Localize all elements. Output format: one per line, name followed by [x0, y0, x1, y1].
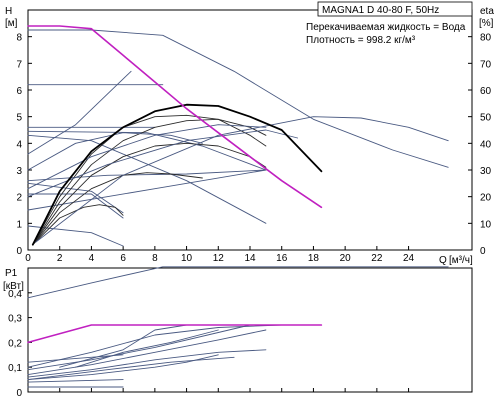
y2-tick-label: 60: [480, 86, 492, 97]
power-chart-power-curve-0: [27, 266, 449, 299]
power-chart-power-max-curve-12: [27, 324, 323, 344]
head-chart-eta-curve-18: [27, 132, 203, 171]
y2-axis-unit: [%]: [479, 18, 494, 29]
x-tick-label: 18: [308, 253, 320, 264]
note-liquid: Перекачиваемая жидкость = Вода: [306, 22, 466, 33]
head-chart-head-curve-4: [27, 134, 267, 224]
head-chart-eta-curve-11: [32, 114, 267, 246]
note-density: Плотность = 998.2 кг/м³: [306, 35, 416, 46]
power-chart-power-curve-9: [59, 324, 188, 368]
head-chart-eta-curve-15: [32, 204, 124, 246]
head-chart-head-curve-10: [27, 182, 124, 214]
power-chart-power-curve-11: [27, 356, 235, 381]
y2-tick-label: 0: [480, 246, 486, 257]
power-chart-power-curve-10: [75, 329, 219, 368]
y-tick-label: 2: [16, 193, 22, 204]
x-tick-label: 0: [25, 253, 31, 264]
head-chart-max-curve-curve-21: [27, 25, 323, 209]
y-tick-label: 1: [16, 219, 22, 230]
power-tick-label: 0,3: [8, 314, 22, 325]
head-chart-head-curve-0: [27, 29, 449, 168]
head-chart-eta-curve-16: [27, 129, 299, 198]
power-chart-power-curve-8: [27, 354, 124, 363]
y-tick-label: 3: [16, 166, 22, 177]
power-chart-power-curve-2: [27, 324, 322, 371]
y-tick-label: 6: [16, 86, 22, 97]
y2-tick-label: 40: [480, 139, 492, 150]
y-axis-unit: [м]: [5, 18, 18, 29]
x-tick-label: 8: [152, 253, 158, 264]
head-chart-head-curve-7: [27, 169, 267, 211]
x-tick-label: 24: [403, 253, 415, 264]
y2-tick-label: 50: [480, 113, 492, 124]
x-tick-label: 14: [244, 253, 256, 264]
y-tick-label: 7: [16, 59, 22, 70]
chart-title: MAGNA1 D 40-80 F, 50Hz: [322, 5, 439, 16]
x-tick-label: 10: [181, 253, 193, 264]
power-tick-label: 0,2: [8, 338, 22, 349]
power-chart-power-curve-3: [27, 329, 267, 376]
x-tick-label: 4: [89, 253, 95, 264]
x-tick-label: 6: [120, 253, 126, 264]
y-axis-label: H: [5, 6, 12, 17]
x-tick-label: 12: [213, 253, 225, 264]
head-chart-eta-curve-12: [32, 118, 267, 246]
head-chart-eta-curve-19: [35, 116, 449, 243]
head-chart-eta-curve-17: [27, 124, 267, 190]
y2-tick-label: 80: [480, 33, 492, 44]
head-chart-head-curve-6: [27, 169, 267, 182]
head-chart-head-curve-3: [27, 130, 267, 171]
power-chart-power-curve-1: [27, 324, 322, 368]
x-axis-unit: [м³/ч]: [449, 255, 473, 266]
y-tick-label: 5: [16, 113, 22, 124]
power-chart-power-curve-4: [27, 349, 267, 378]
y2-tick-label: 10: [480, 219, 492, 230]
y-tick-label: 8: [16, 33, 22, 44]
y-tick-label: 4: [16, 139, 22, 150]
y2-axis-label: eta: [480, 6, 494, 17]
power-curves: [27, 266, 449, 388]
y-tick-label: 0: [16, 246, 22, 257]
head-chart-head-curve-5: [27, 70, 132, 155]
head-chart-eta-curve-13: [32, 142, 267, 246]
power-axis-unit: [кВт]: [3, 281, 24, 292]
x-tick-label: 2: [57, 253, 63, 264]
power-tick-label: 0,4: [8, 289, 22, 300]
title-box: [317, 1, 473, 17]
y2-tick-label: 30: [480, 166, 492, 177]
power-plot-frame: [27, 267, 473, 393]
head-chart-head-curve-9: [27, 193, 124, 219]
x-tick-label: 20: [340, 253, 352, 264]
y2-tick-label: 70: [480, 59, 492, 70]
power-chart-power-curve-6: [27, 379, 124, 383]
power-tick-label: 0,1: [8, 363, 22, 374]
axis-ticks: 0 2 4 6 8 10 12 14 16 18 20 22 240123456780102030405…: [8, 33, 491, 399]
x-tick-label: 22: [371, 253, 383, 264]
y2-tick-label: 20: [480, 193, 492, 204]
head-chart-eta-max-curve-20: [31, 103, 323, 246]
head-efficiency-curves: [27, 25, 449, 247]
power-axis-label: P1: [5, 268, 18, 279]
x-tick-label: 16: [276, 253, 288, 264]
power-tick-label: 0: [16, 388, 22, 399]
head-plot-frame: [27, 9, 473, 251]
x-axis-label: Q: [439, 255, 447, 266]
